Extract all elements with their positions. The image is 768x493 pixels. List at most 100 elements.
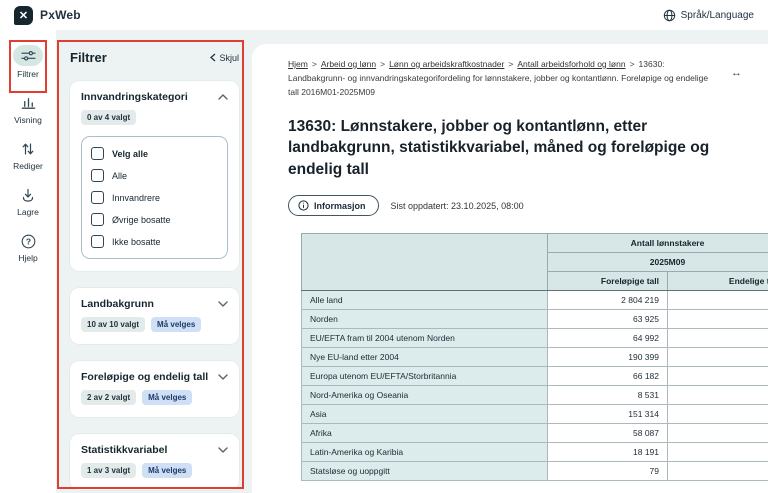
table-column-header: Endelige tall bbox=[667, 271, 768, 292]
row-label: Norden bbox=[301, 309, 548, 330]
rail-item-rediger[interactable]: Rediger bbox=[13, 140, 43, 171]
table-row: EU/EFTA fram til 2004 utenom Norden 64 99… bbox=[301, 328, 768, 349]
pxweb-logo[interactable]: ✕ PxWeb bbox=[14, 5, 81, 25]
chevron-down-icon[interactable] bbox=[218, 301, 228, 307]
rail-item-filtrer[interactable]: Filtrer bbox=[13, 45, 43, 79]
filter-section-title: Statistikkvariabel bbox=[81, 444, 168, 456]
breadcrumb-separator: > bbox=[311, 59, 317, 69]
row-label: Asia bbox=[301, 404, 548, 425]
breadcrumb-link[interactable]: Arbeid og lønn bbox=[320, 59, 377, 69]
preliminary-value: 64 992 bbox=[547, 328, 668, 349]
breadcrumb-link[interactable]: Antall arbeidsforhold og lønn bbox=[517, 59, 626, 69]
globe-icon bbox=[663, 9, 676, 22]
checkbox-label: Øvrige bosatte bbox=[112, 214, 171, 225]
row-label: Nord-Amerika og Oseania bbox=[301, 385, 548, 406]
final-value: .. bbox=[667, 404, 768, 425]
checkbox-label: Alle bbox=[112, 170, 128, 181]
filter-section-2: Landbakgrunn 10 av 10 valgt Må velges bbox=[70, 288, 239, 344]
pxweb-logo-text: PxWeb bbox=[40, 8, 81, 22]
preliminary-value: 2 804 219 bbox=[547, 290, 668, 311]
selection-count-badge: 2 av 2 valgt bbox=[81, 390, 137, 405]
filter-section-title: Innvandringskategori bbox=[81, 91, 188, 103]
row-label: Statsløse og uoppgitt bbox=[301, 461, 548, 482]
help-circle-icon: ? bbox=[13, 232, 43, 250]
row-label: Nye EU-land etter 2004 bbox=[301, 347, 548, 368]
filter-section-header[interactable]: Statistikkvariabel bbox=[81, 444, 228, 456]
required-badge: Må velges bbox=[142, 463, 193, 478]
breadcrumb-separator: > bbox=[380, 59, 386, 69]
resize-horizontal-icon[interactable]: ↔ bbox=[731, 67, 742, 79]
checkbox-group: Velg alle Alle Innvandrere Øvrige bosatte Ik… bbox=[81, 136, 228, 259]
filter-section-header[interactable]: Foreløpige og endelig tall bbox=[81, 371, 228, 383]
nav-rail: Filtrer Visning Rediger Lagre ? Hjelp bbox=[0, 30, 56, 493]
breadcrumb-link[interactable]: Hjem bbox=[288, 59, 308, 69]
preliminary-value: 58 087 bbox=[547, 423, 668, 444]
checkbox-option[interactable]: Velg alle bbox=[91, 147, 218, 160]
checkbox-label: Velg alle bbox=[112, 148, 149, 159]
language-label: Språk/Language bbox=[680, 9, 754, 21]
checkbox[interactable] bbox=[91, 213, 104, 226]
table-stub-cell bbox=[301, 233, 548, 292]
rail-item-label: Visning bbox=[14, 115, 42, 125]
selection-count-badge: 1 av 3 valgt bbox=[81, 463, 137, 478]
info-icon bbox=[298, 200, 309, 211]
scrollbar-track[interactable] bbox=[760, 46, 766, 493]
hide-filter-label: Skjul bbox=[219, 52, 239, 63]
top-bar: ✕ PxWeb Språk/Language bbox=[0, 0, 768, 30]
rail-item-visning[interactable]: Visning bbox=[13, 94, 43, 125]
preliminary-value: 18 191 bbox=[547, 442, 668, 463]
language-selector[interactable]: Språk/Language bbox=[663, 9, 754, 22]
preliminary-value: 151 314 bbox=[547, 404, 668, 425]
hide-filter-button[interactable]: Skjul bbox=[210, 53, 239, 63]
information-button-label: Informasjon bbox=[314, 200, 366, 211]
checkbox[interactable] bbox=[91, 169, 104, 182]
information-button[interactable]: Informasjon bbox=[288, 195, 379, 217]
pxweb-logo-icon: ✕ bbox=[14, 5, 33, 25]
final-value: .. bbox=[667, 442, 768, 463]
checkbox-option[interactable]: Alle bbox=[91, 169, 218, 182]
filter-panel-title: Filtrer bbox=[70, 50, 107, 65]
filter-panel: Filtrer Skjul Innvandringskategori 0 av 4… bbox=[56, 30, 252, 493]
checkbox-option[interactable]: Ikke bosatte bbox=[91, 235, 218, 248]
filter-section-header[interactable]: Landbakgrunn bbox=[81, 298, 228, 310]
preliminary-value: 66 182 bbox=[547, 366, 668, 387]
breadcrumb-separator: > bbox=[629, 59, 635, 69]
download-icon bbox=[13, 186, 43, 204]
checkbox[interactable] bbox=[91, 191, 104, 204]
last-updated-text: Sist oppdatert: 23.10.2025, 08:00 bbox=[390, 200, 524, 211]
row-label: EU/EFTA fram til 2004 utenom Norden bbox=[301, 328, 548, 349]
final-value: .. bbox=[667, 423, 768, 444]
row-label: Europa utenom EU/EFTA/Storbritannia bbox=[301, 366, 548, 387]
checkbox-option[interactable]: Øvrige bosatte bbox=[91, 213, 218, 226]
chevron-down-icon[interactable] bbox=[218, 374, 228, 380]
rail-item-label: Filtrer bbox=[17, 69, 39, 79]
checkbox[interactable] bbox=[91, 235, 104, 248]
breadcrumb: Hjem > Arbeid og lønn > Lønn og arbeidskraft… bbox=[288, 57, 720, 99]
bar-chart-icon bbox=[13, 94, 43, 112]
preliminary-value: 79 bbox=[547, 461, 668, 482]
breadcrumb-separator: > bbox=[508, 59, 514, 69]
preliminary-value: 190 399 bbox=[547, 347, 668, 368]
chevron-up-icon[interactable] bbox=[218, 94, 228, 100]
table-column-header: Foreløpige tall bbox=[547, 271, 668, 292]
rail-item-lagre[interactable]: Lagre bbox=[13, 186, 43, 217]
chevron-down-icon[interactable] bbox=[218, 447, 228, 453]
filter-section-header[interactable]: Innvandringskategori bbox=[81, 91, 228, 103]
checkbox[interactable] bbox=[91, 147, 104, 160]
breadcrumb-link[interactable]: Lønn og arbeidskraftkostnader bbox=[389, 59, 505, 69]
row-label: Alle land bbox=[301, 290, 548, 311]
selection-count-badge: 0 av 4 valgt bbox=[81, 110, 137, 125]
rail-item-label: Rediger bbox=[13, 161, 43, 171]
row-label: Afrika bbox=[301, 423, 548, 444]
rail-item-hjelp[interactable]: ? Hjelp bbox=[13, 232, 43, 263]
main-content: Hjem > Arbeid og lønn > Lønn og arbeidskraft… bbox=[252, 44, 768, 493]
checkbox-option[interactable]: Innvandrere bbox=[91, 191, 218, 204]
final-value: .. bbox=[667, 385, 768, 406]
table-row: Europa utenom EU/EFTA/Storbritannia 66 18… bbox=[301, 366, 768, 387]
table-group-header: Antall lønnstakere bbox=[547, 233, 768, 254]
